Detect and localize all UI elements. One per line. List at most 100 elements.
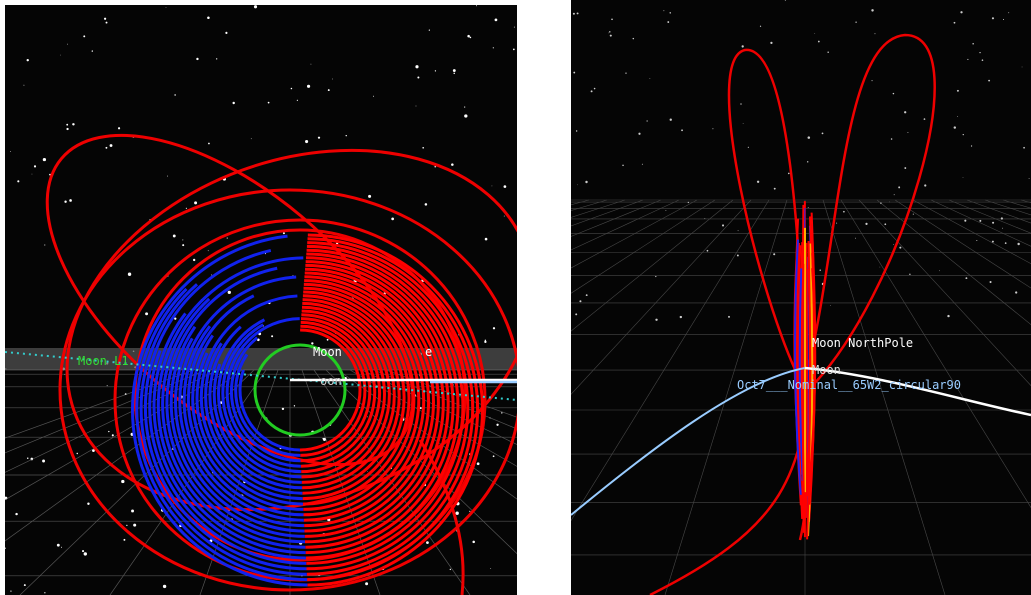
star xyxy=(907,131,909,133)
star xyxy=(503,215,505,217)
star xyxy=(64,200,67,203)
star xyxy=(585,294,588,297)
star xyxy=(368,194,372,198)
star xyxy=(575,130,578,132)
orbit-ring xyxy=(212,305,391,484)
orbit-ring xyxy=(148,248,465,565)
star xyxy=(469,36,472,39)
star xyxy=(167,175,168,177)
star xyxy=(92,449,95,452)
orbit-ring xyxy=(229,320,372,463)
star xyxy=(426,541,429,545)
star xyxy=(42,157,47,162)
orbit-ring xyxy=(191,286,416,511)
star xyxy=(819,269,821,271)
orbit-strand xyxy=(808,253,817,503)
star xyxy=(953,21,956,24)
star xyxy=(784,0,786,1)
grid-line xyxy=(5,369,195,439)
star xyxy=(817,40,820,43)
star xyxy=(123,538,126,541)
white-track xyxy=(804,366,1031,417)
orbit-ring xyxy=(143,244,470,571)
star xyxy=(923,118,926,120)
star xyxy=(226,237,228,239)
blue-track xyxy=(571,367,806,516)
label: e xyxy=(425,345,432,359)
star xyxy=(957,116,959,118)
star xyxy=(967,58,969,61)
orbit-ring xyxy=(204,298,401,495)
star xyxy=(182,239,184,241)
star xyxy=(476,5,477,7)
orbit-ring xyxy=(186,282,421,517)
star xyxy=(310,63,312,65)
star xyxy=(76,452,78,455)
star xyxy=(453,72,455,75)
star xyxy=(271,335,274,338)
star xyxy=(103,17,107,20)
orbit-ring xyxy=(186,282,421,517)
orbit-ring xyxy=(182,279,426,522)
star xyxy=(721,224,725,227)
star xyxy=(121,479,125,484)
orbit-ring xyxy=(199,294,406,501)
star xyxy=(296,99,298,101)
star xyxy=(874,33,876,35)
star xyxy=(988,79,991,82)
orbit-ring xyxy=(221,313,382,474)
star xyxy=(576,12,579,15)
star xyxy=(133,523,137,527)
orbit-ring xyxy=(178,275,431,528)
star xyxy=(827,51,829,53)
star xyxy=(391,217,395,221)
star xyxy=(332,78,334,80)
star xyxy=(884,223,887,226)
star xyxy=(976,240,978,242)
star xyxy=(830,305,831,307)
star xyxy=(655,275,657,278)
orbit-strand xyxy=(801,263,805,508)
star xyxy=(807,136,811,139)
orbit-ring xyxy=(169,267,440,538)
star xyxy=(484,339,487,342)
star xyxy=(740,103,742,105)
orbit-ring xyxy=(191,286,416,511)
star xyxy=(23,584,26,587)
grid-line xyxy=(840,199,1031,509)
star xyxy=(494,18,498,22)
star xyxy=(836,222,838,224)
star xyxy=(865,222,868,225)
orbit-ring xyxy=(156,256,455,555)
orbit-strand xyxy=(798,268,804,481)
star xyxy=(322,437,327,441)
star xyxy=(56,543,60,547)
star xyxy=(1002,227,1004,229)
star xyxy=(373,95,374,97)
star xyxy=(1015,291,1018,294)
orbit-ring xyxy=(217,309,386,479)
star xyxy=(759,25,762,27)
star xyxy=(960,11,963,14)
star xyxy=(1002,18,1005,21)
orbit-ring xyxy=(208,301,396,490)
orbit-ring xyxy=(165,263,445,544)
orbit-ring xyxy=(195,290,411,506)
star xyxy=(69,199,72,202)
star xyxy=(44,592,46,594)
star xyxy=(912,213,914,215)
star xyxy=(575,313,578,316)
star xyxy=(1004,242,1007,244)
star xyxy=(609,31,611,33)
star xyxy=(512,48,515,51)
star xyxy=(417,76,420,79)
star xyxy=(33,165,37,168)
orbit-ring xyxy=(143,244,470,571)
star xyxy=(451,163,454,166)
star xyxy=(773,253,776,256)
star xyxy=(484,340,487,344)
star xyxy=(131,509,134,513)
star xyxy=(311,342,314,345)
grid-line xyxy=(385,369,517,418)
